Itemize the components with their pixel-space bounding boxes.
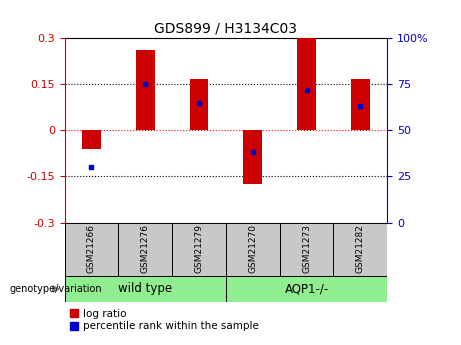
- Bar: [280, 223, 333, 276]
- Bar: [136, 50, 154, 130]
- Text: GSM21266: GSM21266: [87, 224, 96, 273]
- Bar: [118, 223, 172, 276]
- Bar: [82, 130, 101, 149]
- Bar: [297, 38, 316, 130]
- Bar: [333, 223, 387, 276]
- Text: GSM21273: GSM21273: [302, 224, 311, 273]
- Bar: [172, 223, 226, 276]
- Text: GSM21270: GSM21270: [248, 224, 257, 273]
- Text: wild type: wild type: [118, 283, 172, 295]
- Bar: [351, 79, 370, 130]
- Text: GSM21276: GSM21276: [141, 224, 150, 273]
- Text: GSM21282: GSM21282: [356, 224, 365, 273]
- Text: GSM21279: GSM21279: [195, 224, 203, 273]
- Bar: [65, 276, 226, 302]
- Bar: [226, 276, 387, 302]
- Bar: [189, 79, 208, 130]
- Text: genotype/variation: genotype/variation: [9, 284, 102, 294]
- Title: GDS899 / H3134C03: GDS899 / H3134C03: [154, 21, 297, 36]
- Bar: [65, 223, 118, 276]
- Bar: [226, 223, 280, 276]
- Bar: [243, 130, 262, 184]
- Legend: log ratio, percentile rank within the sample: log ratio, percentile rank within the sa…: [70, 309, 259, 332]
- Text: AQP1-/-: AQP1-/-: [284, 283, 329, 295]
